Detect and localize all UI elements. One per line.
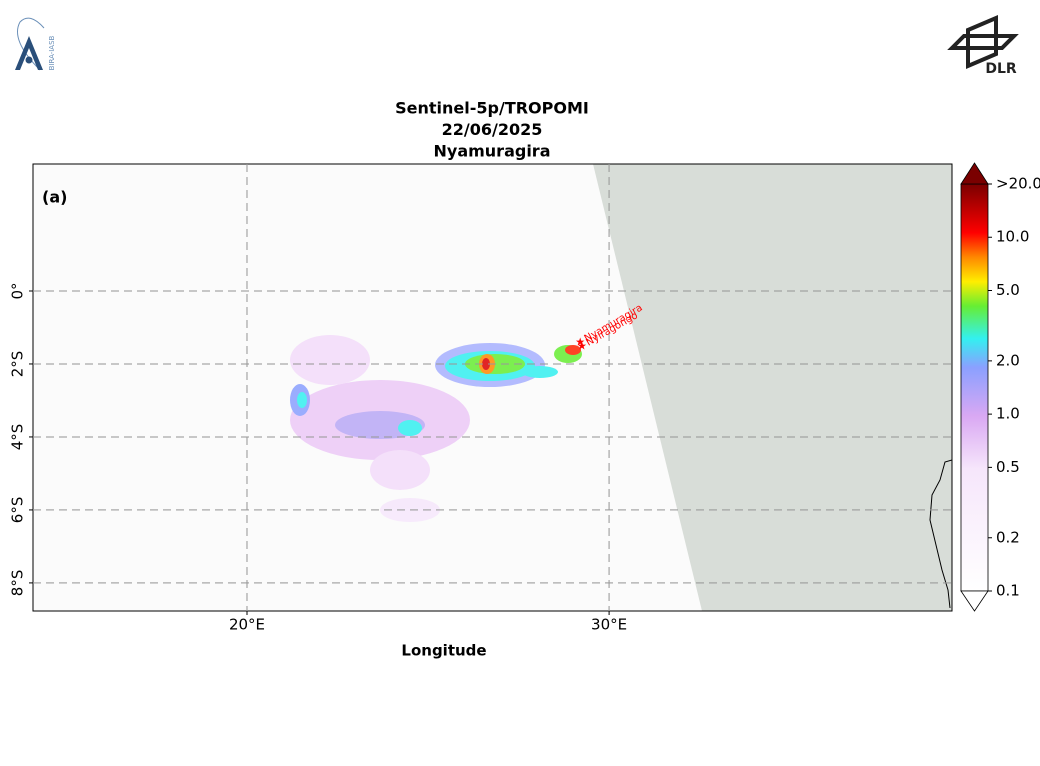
title-line: Nyamuragira (434, 142, 551, 161)
colorbar-tick-label: 0.5 (996, 458, 1020, 476)
bira-logo: BIRA-IASB (15, 17, 56, 70)
colorbar-tick-label: 10.0 (996, 228, 1029, 246)
colorbar-tick-label: 1.0 (996, 405, 1020, 423)
x-tick-label: 20°E (229, 616, 265, 634)
volcano-marker: ★ (575, 335, 585, 348)
plume (290, 335, 582, 522)
map-area (33, 164, 952, 611)
y-tick-label: 2°S (9, 351, 27, 378)
x-tick-label: 30°E (591, 616, 627, 634)
title-line: 22/06/2025 (442, 120, 543, 139)
panel-label: (a) (42, 188, 67, 207)
colorbar-tick-label: 2.0 (996, 351, 1020, 369)
logo-text: DLR (985, 61, 1017, 77)
map-frame (32, 163, 953, 612)
dlr-logo: DLR (947, 14, 1019, 77)
colorbar (960, 162, 989, 612)
colorbar-tick-label: 5.0 (996, 281, 1020, 299)
title-line: Sentinel-5p/TROPOMI (395, 99, 589, 118)
y-tick-label: 8°S (9, 570, 27, 597)
colorbar-tick-label: 0.1 (996, 582, 1020, 600)
colorbar-tick-label: 0.2 (996, 528, 1020, 546)
volcano-marker: ★ (577, 339, 587, 352)
y-tick-label: 4°S (9, 424, 27, 451)
logo-text: BIRA-IASB (48, 35, 56, 70)
y-tick-label: 6°S (9, 497, 27, 524)
colorbar-tick-label: >20.0 (996, 175, 1040, 193)
x-axis-label: Longitude (401, 642, 486, 660)
y-tick-label: 0° (9, 282, 27, 299)
